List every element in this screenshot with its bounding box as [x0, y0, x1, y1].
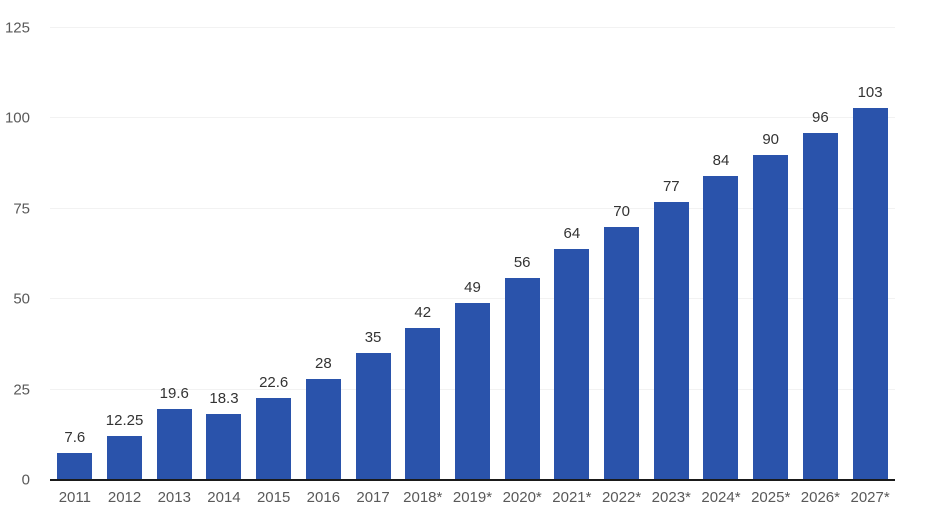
- x-tick-label: 2024*: [701, 489, 741, 506]
- bar-group: 42: [398, 304, 448, 480]
- bar: [802, 132, 838, 480]
- bar-group: 35: [348, 329, 398, 480]
- y-tick-label: 0: [21, 471, 30, 489]
- x-tick-label: 2021*: [552, 489, 592, 506]
- x-tick-label: 2020*: [502, 489, 542, 506]
- x-tick-label: 2022*: [601, 489, 642, 506]
- gridline: [50, 117, 895, 119]
- bar-value-label: 103: [857, 83, 883, 101]
- bar-group: 22.6: [249, 374, 299, 480]
- y-tick-label: 125: [4, 19, 30, 37]
- x-tick-label: 2023*: [651, 489, 691, 506]
- bar-group: 84: [696, 152, 746, 480]
- x-tick-label: 2019*: [452, 489, 493, 506]
- bar-value-label: 42: [414, 304, 432, 322]
- bar: [753, 154, 789, 480]
- bar: [653, 201, 689, 480]
- bar-group: 96: [796, 109, 846, 480]
- bar: [156, 409, 192, 480]
- bar: [852, 107, 888, 480]
- bar-series: 7.6 12.25 19.6 18.3 22.6 28 35 42 49 56 64 70 77 84 90…: [50, 28, 895, 480]
- y-tick-label: 75: [13, 200, 30, 218]
- bar-value-label: 49: [464, 278, 481, 296]
- bar: [454, 302, 490, 480]
- bar-value-label: 22.6: [259, 374, 289, 392]
- bar-value-label: 96: [812, 108, 829, 126]
- x-tick-label: 2026*: [800, 489, 840, 506]
- bar: [355, 353, 391, 480]
- bar-group: 28: [299, 355, 349, 480]
- x-axis-labels: 2011 2012 2013 2014 2015 2016 2017 2018* 2019* 20…: [50, 489, 895, 506]
- bar: [703, 176, 739, 480]
- bar-group: 90: [746, 131, 796, 480]
- bar-value-label: 28: [315, 354, 332, 372]
- bar-value-label: 56: [513, 253, 531, 271]
- bar-value-label: 84: [712, 152, 730, 170]
- bar-group: 77: [646, 178, 696, 480]
- bar-group: 103: [845, 84, 895, 480]
- bar: [256, 398, 292, 480]
- gridline: [50, 298, 895, 300]
- bar: [405, 328, 441, 480]
- bar-value-label: 64: [563, 224, 581, 242]
- bar-value-label: 70: [613, 202, 630, 220]
- bar-value-label: 18.3: [209, 389, 239, 407]
- x-tick-label: 2011: [58, 489, 91, 506]
- bar-group: 70: [597, 203, 647, 480]
- bar-value-label: 35: [364, 329, 382, 347]
- gridline: [50, 207, 895, 209]
- x-tick-label: 2025*: [751, 489, 791, 506]
- bar-group: 19.6: [149, 385, 199, 480]
- x-tick-label: 2015: [256, 489, 291, 506]
- bar-group: 56: [497, 254, 547, 480]
- bar-group: 12.25: [100, 412, 150, 480]
- bar: [504, 277, 540, 480]
- y-tick-label: 50: [13, 290, 30, 308]
- x-tick-label: 2017: [356, 489, 390, 506]
- x-tick-label: 2013: [157, 489, 191, 506]
- y-tick-label: 25: [13, 381, 30, 399]
- bar: [206, 413, 242, 480]
- bar: [57, 452, 93, 480]
- bar-value-label: 90: [762, 130, 780, 148]
- x-tick-label: 2027*: [850, 489, 890, 506]
- bar-group: 64: [547, 225, 597, 480]
- bar-group: 49: [448, 279, 498, 480]
- x-tick-label: 2018*: [403, 489, 443, 506]
- bar: [107, 435, 143, 480]
- x-tick-label: 2014: [207, 489, 241, 506]
- x-tick-label: 2016: [306, 489, 341, 506]
- gridline: [50, 27, 895, 28]
- bar-group: 7.6: [50, 429, 100, 480]
- bar: [554, 248, 590, 480]
- bar-value-label: 7.6: [64, 428, 86, 446]
- x-tick-label: 2012: [107, 489, 142, 506]
- bar-value-label: 77: [662, 177, 680, 195]
- bar-value-label: 19.6: [159, 385, 189, 403]
- y-tick-label: 100: [4, 109, 30, 127]
- bar-group: 18.3: [199, 390, 249, 480]
- x-axis-line: [50, 479, 895, 481]
- bar-value-label: 12.25: [105, 411, 144, 429]
- plot-area: 7.6 12.25 19.6 18.3 22.6 28 35 42 49 56 64 70 77 84 90…: [50, 27, 895, 481]
- bar: [305, 378, 341, 480]
- bar: [604, 226, 640, 480]
